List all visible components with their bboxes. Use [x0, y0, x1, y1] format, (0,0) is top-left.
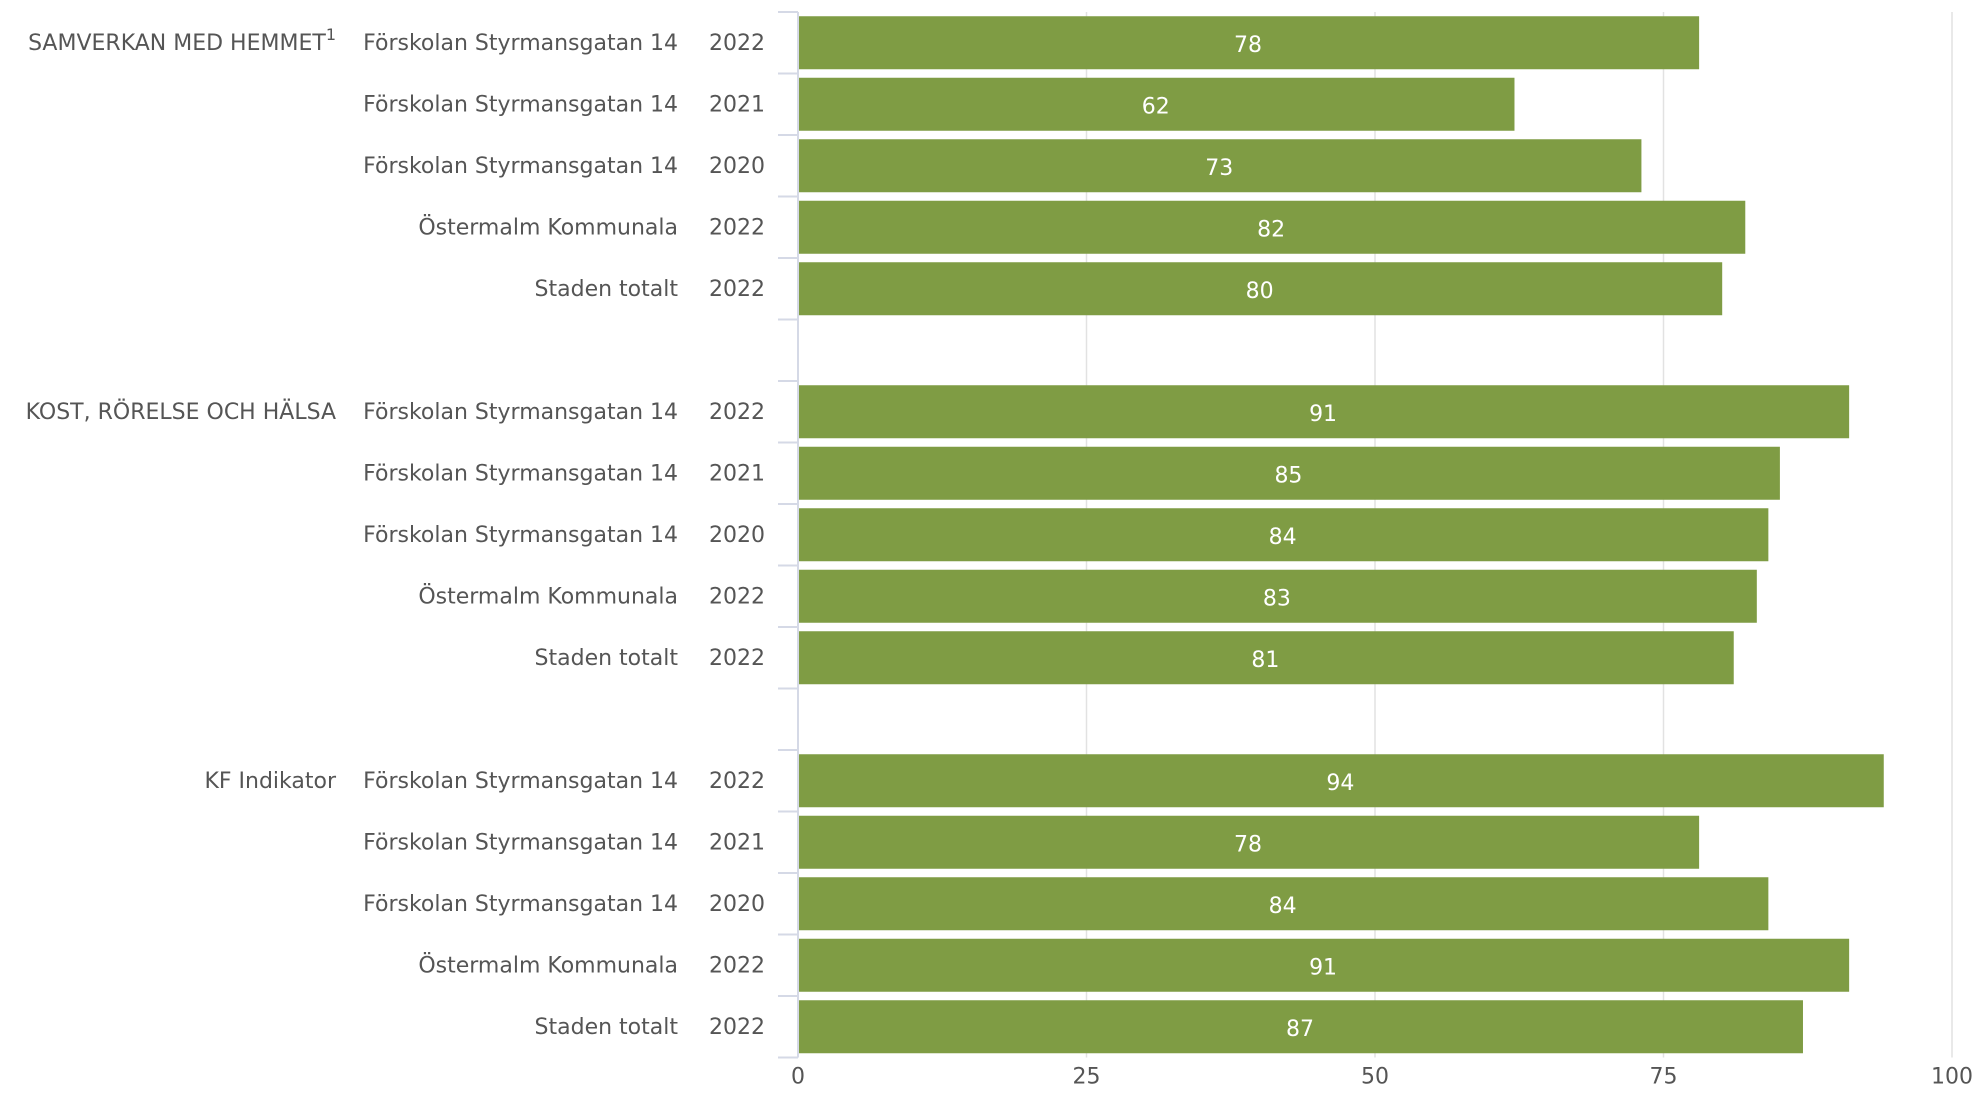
bar-value-label: 91: [1309, 402, 1337, 427]
bar: [799, 1000, 1803, 1054]
year-label: 2020: [709, 154, 765, 179]
bar: [799, 754, 1884, 808]
unit-label: Östermalm Kommunala: [418, 583, 678, 609]
group-label-superscript: 1: [326, 25, 336, 44]
bar-value-label: 78: [1234, 832, 1262, 857]
bar-value-label: 82: [1257, 217, 1285, 242]
year-label: 2022: [709, 1015, 765, 1040]
year-label: 2021: [709, 92, 765, 117]
bar: [799, 262, 1723, 316]
bar: [799, 569, 1757, 623]
bar-value-label: 94: [1326, 771, 1354, 796]
bar-value-label: 62: [1142, 94, 1170, 119]
bar-value-label: 73: [1205, 156, 1233, 181]
bar: [799, 877, 1769, 931]
unit-label: Förskolan Styrmansgatan 14: [363, 523, 678, 548]
unit-label: Förskolan Styrmansgatan 14: [363, 769, 678, 794]
bar: [799, 815, 1700, 869]
unit-label: Förskolan Styrmansgatan 14: [363, 92, 678, 117]
x-tick-label: 100: [1931, 1065, 1973, 1090]
unit-label: Staden totalt: [535, 1015, 679, 1040]
group-label: KF Indikator: [204, 769, 337, 794]
group-label: SAMVERKAN MED HEMMET1: [28, 25, 336, 56]
bar: [799, 938, 1850, 992]
year-label: 2022: [709, 584, 765, 609]
unit-label: Förskolan Styrmansgatan 14: [363, 830, 678, 855]
unit-label: Östermalm Kommunala: [418, 214, 678, 240]
unit-label: Förskolan Styrmansgatan 14: [363, 31, 678, 56]
year-label: 2022: [709, 277, 765, 302]
unit-label: Staden totalt: [535, 646, 679, 671]
year-label: 2021: [709, 830, 765, 855]
year-label: 2020: [709, 523, 765, 548]
category-labels: 2022 Förskolan Styrmansgatan 14 2021 Försko…: [26, 25, 765, 1040]
unit-label: Förskolan Styrmansgatan 14: [363, 400, 678, 425]
bar-value-label: 91: [1309, 955, 1337, 980]
x-tick-label: 25: [1073, 1065, 1101, 1090]
x-tick-label: 50: [1361, 1065, 1389, 1090]
bar-value-label: 84: [1269, 525, 1297, 550]
year-label: 2020: [709, 892, 765, 917]
bar-value-label: 85: [1274, 463, 1302, 488]
bar-value-label: 83: [1263, 586, 1291, 611]
unit-label: Förskolan Styrmansgatan 14: [363, 892, 678, 917]
bar-value-label: 80: [1246, 279, 1274, 304]
year-label: 2022: [709, 646, 765, 671]
unit-label: Staden totalt: [535, 277, 679, 302]
bar: [799, 508, 1769, 562]
x-axis-ticks: 0 25 50 75 100: [791, 1065, 1973, 1090]
bar: [799, 16, 1700, 70]
year-label: 2022: [709, 400, 765, 425]
unit-label: Förskolan Styrmansgatan 14: [363, 154, 678, 179]
bar-value-label: 87: [1286, 1017, 1314, 1042]
year-label: 2021: [709, 461, 765, 486]
bar: [799, 446, 1780, 500]
year-label: 2022: [709, 31, 765, 56]
category-axis: [778, 11, 799, 1059]
bars: 78 62 73 82 80 91 85 84 83 81 94 78 84 91 87: [799, 16, 1884, 1054]
bar: [799, 139, 1642, 193]
bar-value-label: 81: [1251, 648, 1279, 673]
bar-value-label: 84: [1269, 894, 1297, 919]
unit-label: Förskolan Styrmansgatan 14: [363, 461, 678, 486]
bar-value-label: 78: [1234, 33, 1262, 58]
bar: [799, 631, 1734, 685]
year-label: 2022: [709, 215, 765, 240]
year-label: 2022: [709, 953, 765, 978]
bar: [799, 200, 1746, 254]
x-tick-label: 75: [1650, 1065, 1678, 1090]
bar: [799, 77, 1515, 131]
x-tick-label: 0: [791, 1065, 805, 1090]
year-label: 2022: [709, 769, 765, 794]
unit-label: Östermalm Kommunala: [418, 952, 678, 978]
bar: [799, 385, 1850, 439]
group-label: KOST, RÖRELSE OCH HÄLSA: [26, 399, 336, 425]
